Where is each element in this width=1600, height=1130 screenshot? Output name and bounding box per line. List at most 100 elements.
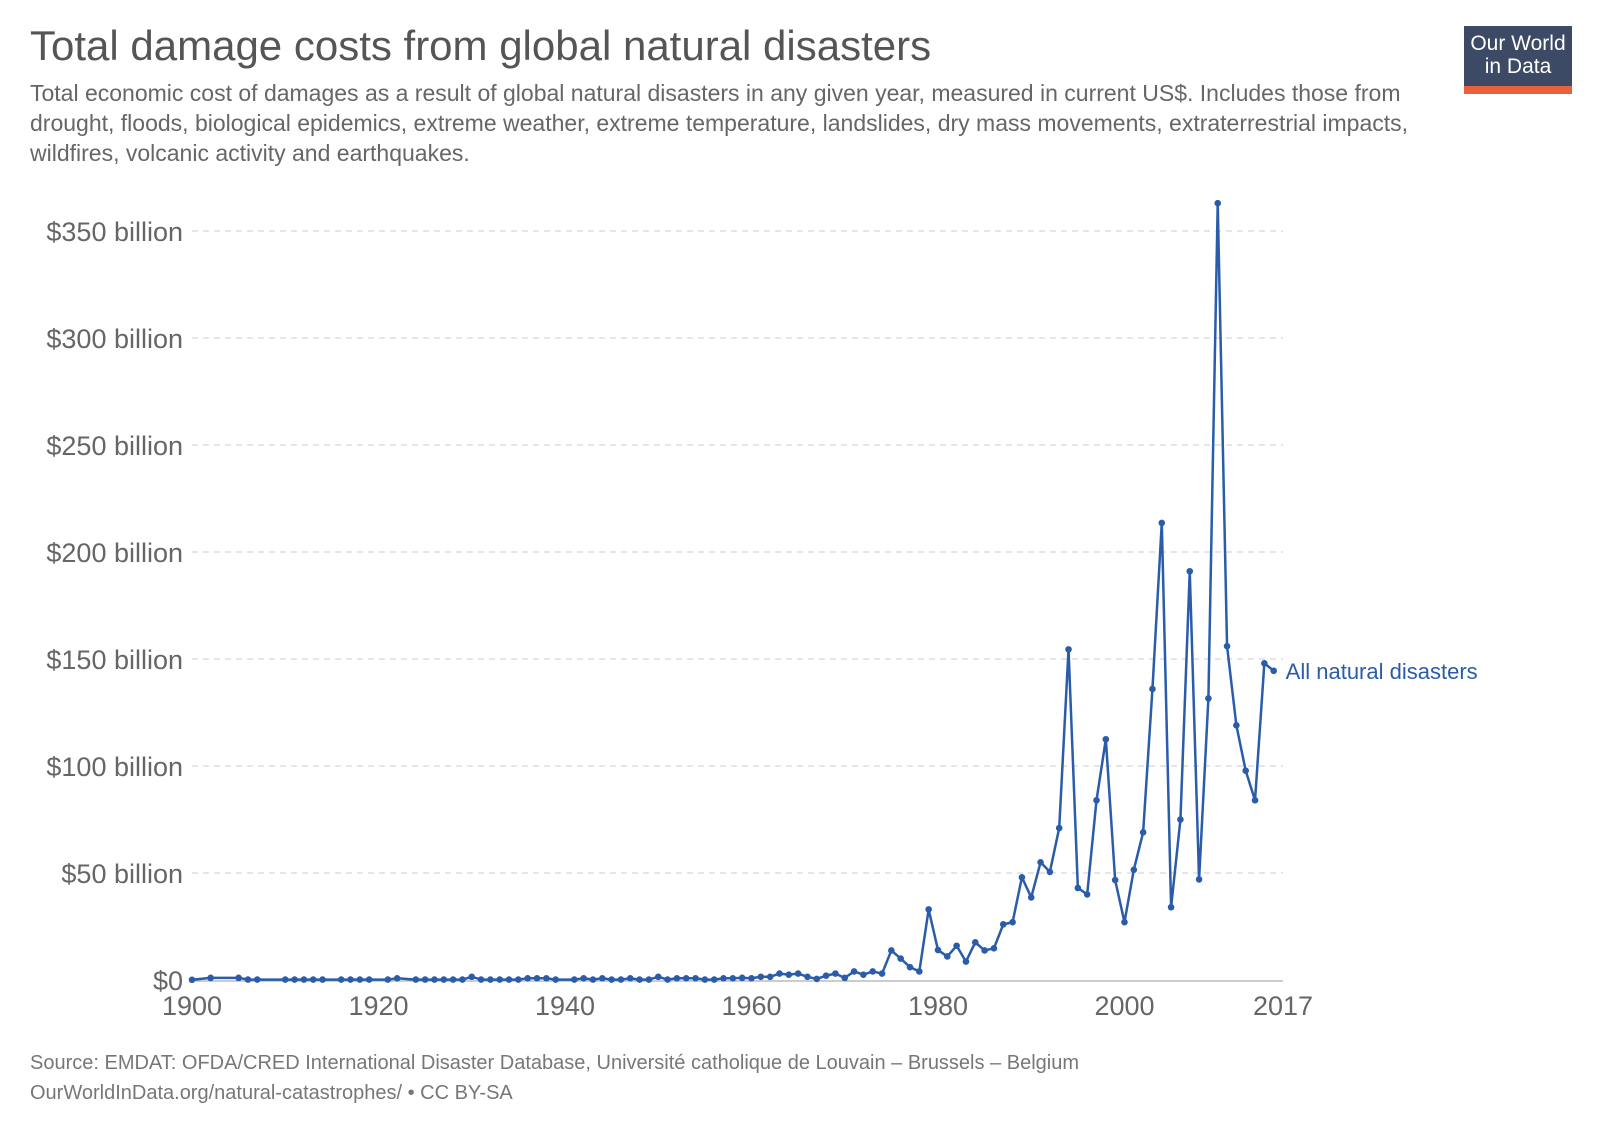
data-point: [1270, 667, 1277, 675]
data-point: [1121, 918, 1128, 926]
data-point: [1195, 876, 1203, 883]
y-tick-label: $250 billion: [46, 431, 183, 461]
data-point: [235, 974, 242, 982]
data-point: [533, 974, 541, 982]
data-point: [1093, 796, 1100, 804]
data-point: [636, 976, 643, 983]
data-point: [654, 973, 662, 981]
data-point: [1009, 918, 1016, 926]
data-point: [421, 976, 429, 983]
data-point: [1251, 796, 1259, 804]
chart-subtitle: Total economic cost of damages as a resu…: [30, 80, 1409, 166]
y-tick-label: $100 billion: [46, 752, 183, 782]
data-point: [207, 974, 214, 982]
data-point: [1223, 642, 1231, 650]
data-point: [990, 945, 998, 952]
data-point: [1186, 567, 1194, 575]
data-point: [664, 976, 671, 983]
data-point: [1149, 685, 1156, 693]
data-point: [589, 976, 597, 983]
data-point: [617, 976, 625, 983]
data-point: [365, 976, 373, 983]
data-point: [1055, 824, 1063, 832]
data-point: [347, 976, 354, 983]
data-point: [384, 976, 392, 983]
data-point: [1139, 829, 1147, 836]
data-point: [253, 976, 261, 983]
data-point: [309, 976, 317, 983]
data-point: [962, 958, 970, 965]
y-tick-label: $150 billion: [46, 645, 183, 675]
data-point: [804, 973, 811, 981]
data-point: [673, 974, 681, 982]
data-point: [1074, 884, 1082, 892]
data-point: [440, 976, 448, 983]
data-point: [1167, 903, 1175, 911]
data-point: [1027, 894, 1035, 901]
data-point: [1261, 659, 1268, 667]
data-point: [1111, 876, 1119, 884]
data-point: [319, 976, 326, 983]
y-tick-label: $50 billion: [61, 859, 183, 889]
y-tick-label: $350 billion: [46, 217, 183, 247]
owid-logo[interactable]: Our World in Data: [1464, 26, 1572, 94]
data-point: [1102, 735, 1110, 743]
x-tick-label: 1920: [348, 991, 408, 1021]
data-point: [720, 974, 727, 982]
data-point: [822, 972, 830, 980]
data-point: [841, 974, 849, 982]
data-point: [449, 976, 457, 983]
data-point: [878, 970, 886, 977]
data-point: [897, 955, 904, 962]
x-tick-label: 2017: [1253, 991, 1313, 1021]
data-point: [626, 974, 634, 982]
data-point: [291, 976, 298, 983]
data-point: [944, 953, 951, 960]
data-point: [1158, 519, 1166, 527]
data-point: [524, 974, 531, 982]
data-point: [580, 974, 587, 982]
data-point: [757, 973, 765, 981]
data-point: [393, 974, 401, 982]
data-point: [1205, 695, 1212, 702]
x-tick-label: 1900: [162, 991, 222, 1021]
data-point: [850, 968, 858, 975]
data-point: [598, 974, 606, 982]
license-note[interactable]: OurWorldInData.org/natural-catastrophes/…: [30, 1082, 513, 1104]
data-point: [496, 976, 504, 983]
data-point: [925, 906, 932, 913]
data-point: [748, 974, 755, 982]
data-point: [953, 942, 960, 950]
data-point: [477, 976, 485, 983]
x-tick-label: 1980: [908, 991, 968, 1021]
data-point: [515, 976, 522, 983]
y-tick-label: $0: [153, 966, 183, 996]
data-point: [543, 974, 550, 982]
data-point: [916, 968, 923, 975]
data-point: [729, 974, 737, 982]
data-point: [701, 976, 709, 983]
data-point: [766, 973, 774, 981]
data-point: [1037, 859, 1044, 866]
data-point: [645, 976, 653, 983]
data-point: [1177, 816, 1184, 823]
source-note: Source: EMDAT: OFDA/CRED International D…: [30, 1052, 1079, 1074]
data-point: [459, 976, 466, 983]
series-label: All natural disasters: [1286, 659, 1478, 684]
data-point: [1083, 891, 1091, 898]
data-point: [971, 939, 979, 946]
data-point: [608, 976, 615, 983]
data-point: [1214, 199, 1222, 207]
data-point: [300, 976, 308, 983]
data-point: [832, 970, 839, 977]
data-point: [337, 976, 345, 983]
data-point: [999, 921, 1007, 928]
x-tick-label: 2000: [1094, 991, 1154, 1021]
data-point: [487, 976, 494, 983]
data-point: [785, 971, 793, 978]
data-point: [431, 976, 438, 983]
y-tick-label: $300 billion: [46, 324, 183, 354]
data-point: [981, 947, 988, 954]
